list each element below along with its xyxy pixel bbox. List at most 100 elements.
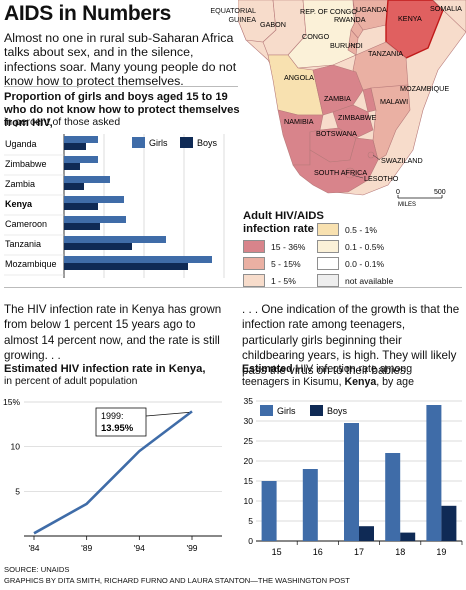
legend-swatch-girls [260,405,273,416]
legend-swatch [317,257,339,270]
legend-swatch [243,240,265,253]
map-region-south-africa [292,137,379,194]
bar-girls [64,176,110,183]
legend-label: not available [345,275,394,286]
legend-item: 1 - 5% [243,272,323,289]
body-text-right: . . . One indication of the growth is th… [242,303,460,378]
category-label: Kenya [5,199,33,209]
bar-boys [64,163,80,170]
map-label-south-africa: SOUTH AFRICA [314,168,367,177]
legend-item: 0.5 - 1% [317,221,427,238]
legend-label: 0.0 - 0.1% [345,258,385,269]
map-region-swaziland [367,151,375,159]
legend-swatch [317,223,339,236]
bar-girls [64,256,212,263]
bar-girls [64,236,166,243]
legend-item: 15 - 36% [243,238,323,255]
category-label: Mozambique [5,259,57,269]
map-label-zimbabwe: ZIMBABWE [338,113,377,122]
bar-boys [400,532,416,541]
map-scale-unit: MILES [398,202,416,208]
legend-item: 0.0 - 0.1% [317,255,427,272]
map-label-mozambique: MOZAMBIQUE [400,84,449,93]
chart2-note: in percent of adult population [4,376,138,387]
category-label: Uganda [5,139,37,149]
chart2-headline: Estimated HIV infection rate in Kenya, [4,363,206,375]
map-region-mozambique [370,84,411,161]
x-tick-label: 19 [436,547,446,557]
bar-girls [64,216,126,223]
chart1-bar-chart: 020406080UgandaZimbabweZambiaKenyaCamero… [4,134,225,278]
legend-label: 1 - 5% [271,275,296,286]
legend-swatch [317,274,339,287]
bar-girls [64,196,124,203]
chart3-headline-bold: Estimated [242,363,293,375]
source-note: SOURCE: UNAIDS [4,565,70,574]
divider [4,86,238,87]
map-region-uganda [352,0,389,31]
y-tick-label: 15 [244,476,254,486]
credits-note: GRAPHICS BY DITA SMITH, RICHARD FURNO AN… [4,576,350,585]
bar-girls [302,469,318,541]
map-label-congo: CONGO [302,32,330,41]
x-tick-label: 15 [272,547,282,557]
callout-value: 13.95% [101,423,134,434]
map-label-gabon: GABON [260,20,286,29]
map-label-rwanda: RWANDA [334,15,366,24]
chart3-headline: Estimated HIV infection rate among teena… [242,363,464,389]
africa-map: EQUATORIAL GUINEA GABON REP. OF CONGO CO… [238,0,466,210]
legend-swatch [317,240,339,253]
bar-girls [261,481,277,541]
y-tick-label: 30 [244,416,254,426]
legend-label-girls: Girls [149,138,168,148]
map-label-eq-guinea-text: EQUATORIAL GUINEA [210,6,256,24]
legend-item: 5 - 15% [243,255,323,272]
map-region-congo [287,0,357,69]
x-tick-label: 16 [313,547,323,557]
y-tick-label: 20 [244,456,254,466]
map-scale-bar: 0 500 MILES [396,189,446,208]
map-region-lesotho [344,167,356,179]
chart2-line-chart: 5 10 15% '84 '89 '94 '99 1999: 13.95% [3,397,222,553]
legend-swatch-boys [310,405,323,416]
chart3-headline-line2-post: , by age [376,376,414,388]
x-tick-label: 17 [354,547,364,557]
bar-boys [64,143,86,150]
category-label: Zimbabwe [5,159,47,169]
y-tick-label: 10 [244,496,254,506]
bar-girls [64,136,98,143]
map-label-tanzania: TANZANIA [368,49,403,58]
category-label: Tanzania [5,239,41,249]
map-label-angola: ANGOLA [284,73,314,82]
map-region-zambia [312,64,364,116]
map-label-swaziland: SWAZILAND [381,156,423,165]
map-label-namibia: NAMIBIA [284,117,314,126]
map-label-somalia: SOMALIA [430,4,462,13]
map-label-burundi: BURUNDI [330,41,363,50]
bar-boys [64,263,188,270]
map-label-kenya: KENYA [398,14,422,23]
bar-girls [64,156,98,163]
map-legend-left: 15 - 36% 5 - 15% 1 - 5% [243,238,323,289]
legend-item: 0.1 - 0.5% [317,238,427,255]
legend-label-girls: Girls [277,406,296,416]
map-label-zambia: ZAMBIA [324,94,351,103]
legend-swatch [243,257,265,270]
map-legend-title: Adult HIV/AIDS infection rate [243,210,324,235]
series-line [33,410,193,535]
bar-girls [426,405,442,541]
x-tick-label: 18 [395,547,405,557]
bar-boys [64,223,100,230]
bar-girls [385,453,401,541]
legend-label-boys: Boys [197,138,218,148]
bar-boys [359,526,374,541]
chart1-note: in percent of those asked [4,117,121,128]
intro-text: Almost no one in rural sub-Saharan Afric… [4,31,237,89]
chart3-bar-chart: 0 5 10 15 20 25 30 35 15 16 17 18 19 Girls Boys [244,396,463,557]
y-tick-label: 15% [3,397,20,407]
map-label-rep-congo: REP. OF CONGO [300,7,357,16]
legend-label: 5 - 15% [271,258,301,269]
legend-label: 0.5 - 1% [345,224,378,235]
body-text-left: The HIV infection rate in Kenya has grow… [4,303,222,362]
map-label-uganda: UGANDA [356,5,387,14]
